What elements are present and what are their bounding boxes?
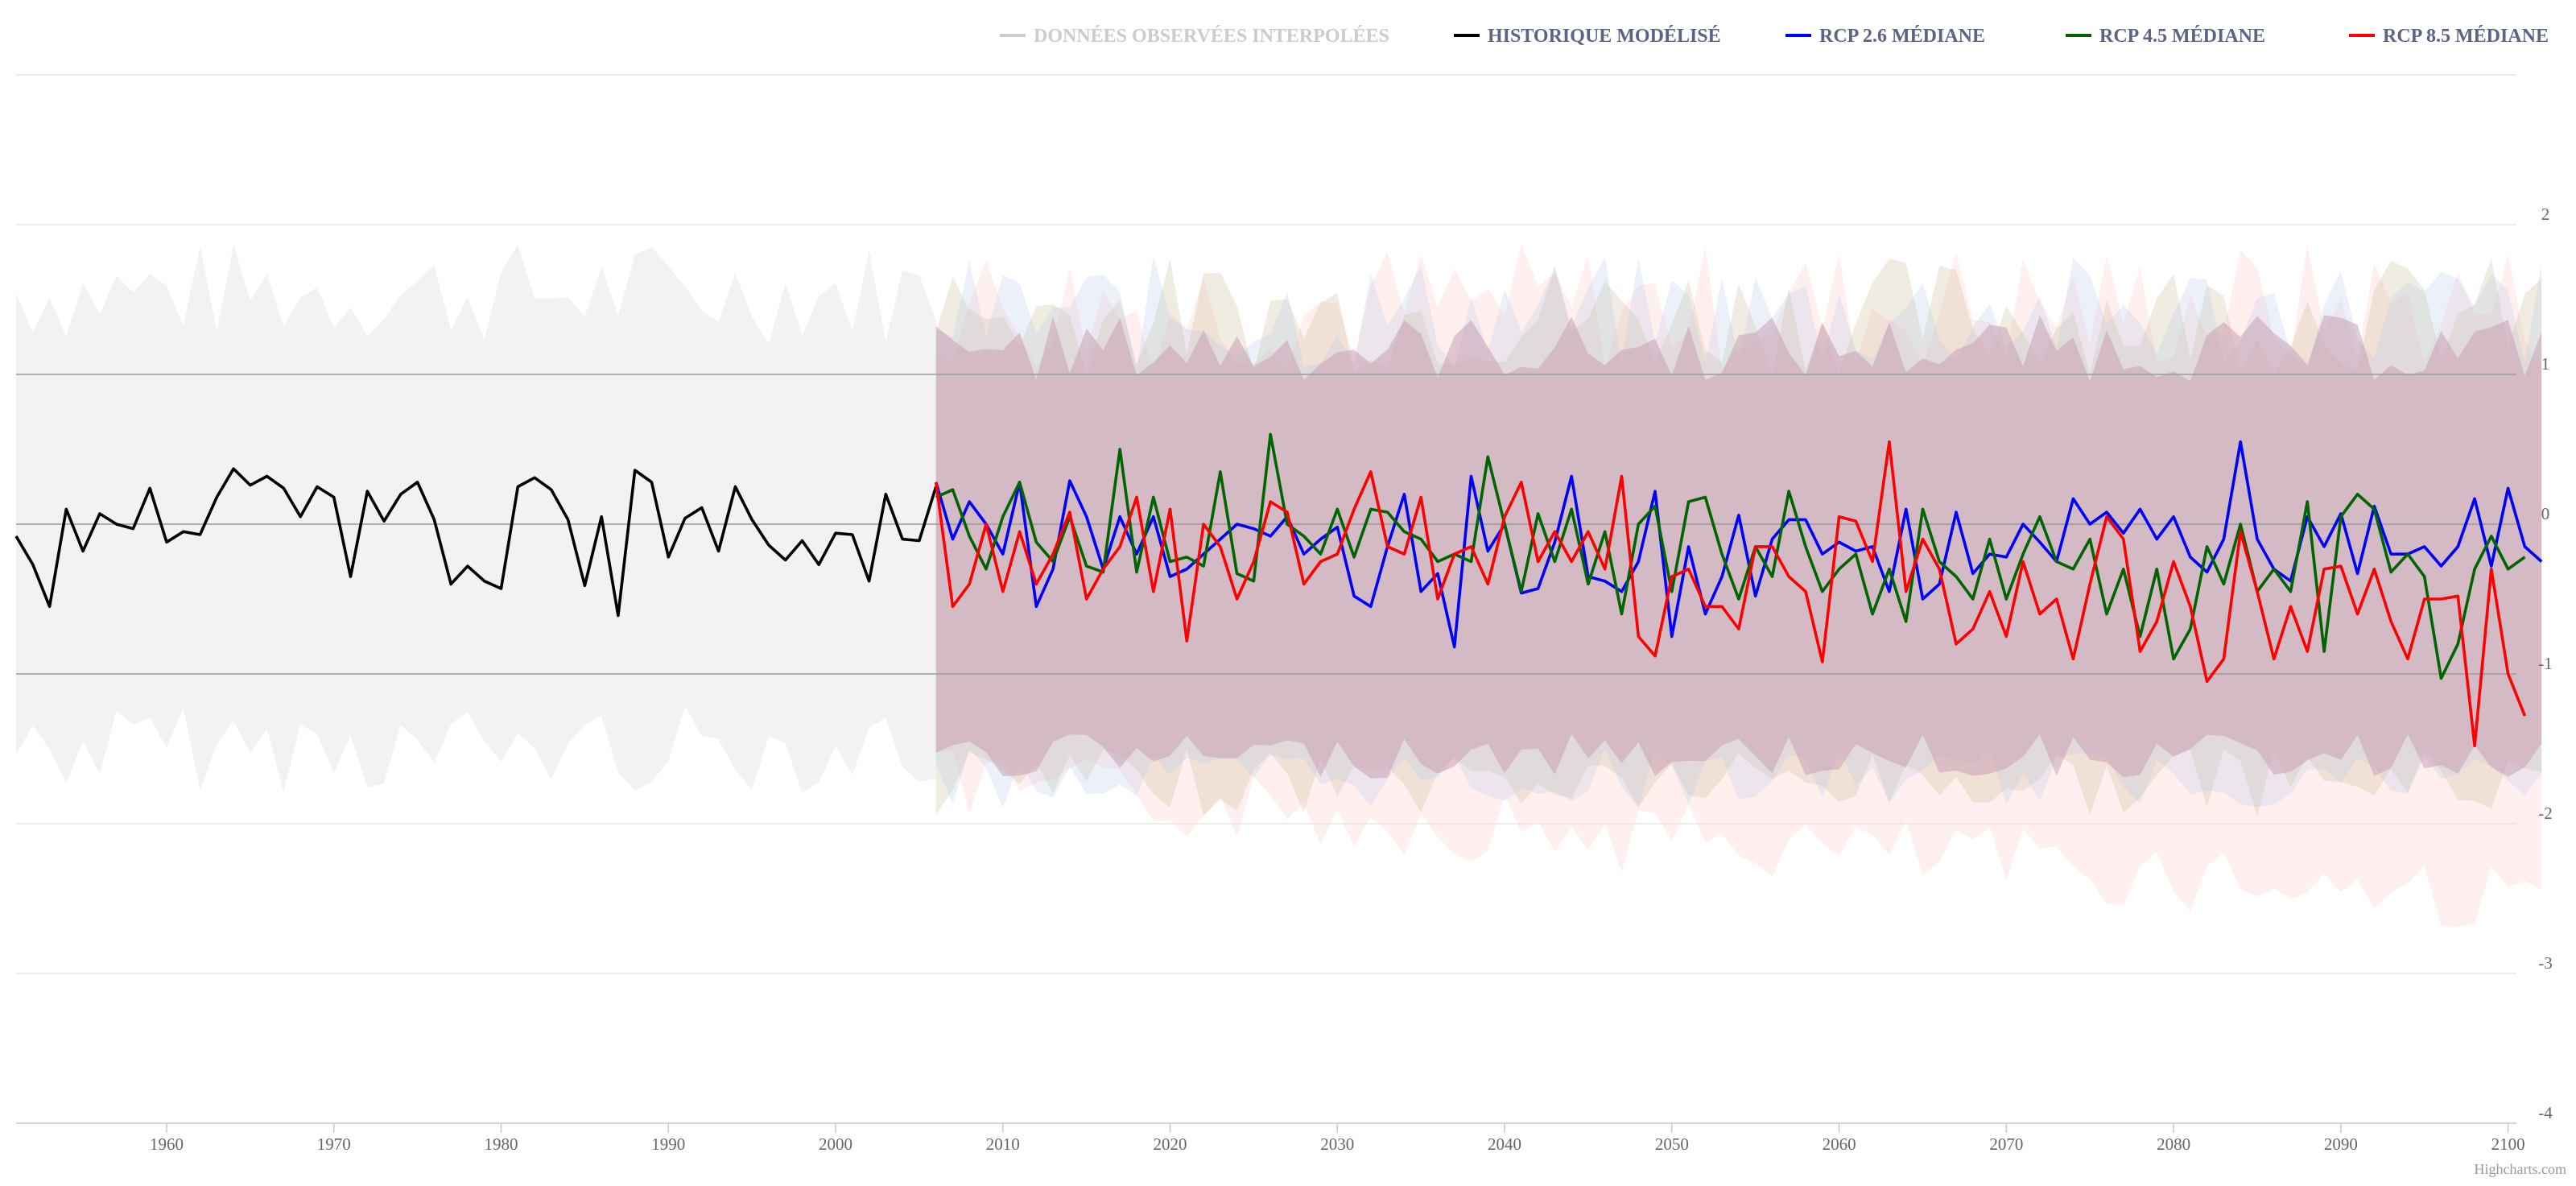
legend-label: DONNÉES OBSERVÉES INTERPOLÉES: [1034, 26, 1389, 47]
legend-item-0[interactable]: DONNÉES OBSERVÉES INTERPOLÉES: [1000, 26, 1389, 47]
series-line-0[interactable]: [14, 467, 938, 618]
y-tick-label: 2: [2541, 205, 2550, 224]
x-tick-label: 2060: [1823, 1134, 1856, 1154]
legend-item-3[interactable]: RCP 4.5 MÉDIANE: [2066, 26, 2265, 47]
x-tick-label: 1990: [651, 1134, 685, 1154]
x-tick-label: 2050: [1655, 1134, 1689, 1154]
rcp-core-band: [935, 315, 2542, 779]
legend-label: RCP 4.5 MÉDIANE: [2099, 26, 2265, 47]
x-tick-label: 1980: [485, 1134, 518, 1154]
series-line-2[interactable]: [935, 432, 2526, 680]
y-axis: 2 1 0 -1 -2 -3 -4: [2538, 205, 2553, 1122]
x-tick-label: 2020: [1154, 1134, 1187, 1154]
x-tick-label: 2090: [2324, 1134, 2358, 1154]
legend-label: HISTORIQUE MODÉLISÉ: [1488, 26, 1721, 47]
y-tick-label: -4: [2538, 1103, 2553, 1122]
historical-band: [16, 244, 936, 793]
uncertainty-bands: [16, 243, 2542, 928]
x-tick-label: 2080: [2157, 1134, 2190, 1154]
legend[interactable]: DONNÉES OBSERVÉES INTERPOLÉES HISTORIQUE …: [1000, 26, 2549, 47]
legend-label: RCP 8.5 MÉDIANE: [2383, 26, 2549, 47]
x-tick-label: 2070: [1989, 1134, 2023, 1154]
x-tick-label: 2030: [1320, 1134, 1354, 1154]
x-tick-label: 1960: [150, 1134, 184, 1154]
legend-label: RCP 2.6 MÉDIANE: [1819, 26, 1985, 47]
y-tick-label: 1: [2541, 354, 2550, 374]
x-tick-label: 2100: [2491, 1134, 2525, 1154]
series-lines: [14, 432, 2543, 748]
legend-item-1[interactable]: HISTORIQUE MODÉLISÉ: [1454, 26, 1721, 47]
legend-item-4[interactable]: RCP 8.5 MÉDIANE: [2349, 26, 2549, 47]
x-tick-label: 2010: [986, 1134, 1020, 1154]
y-tick-label: -2: [2538, 804, 2553, 823]
x-axis: 1960 1970 1980 1990 2000 2010 2020 2030 2040 2050…: [150, 1123, 2525, 1154]
series-line-3[interactable]: [934, 440, 2527, 748]
y-tick-label: -3: [2538, 953, 2553, 973]
x-tick-label: 2040: [1488, 1134, 1521, 1154]
y-tick-label: 0: [2541, 504, 2550, 523]
x-tick-label: 2000: [819, 1134, 852, 1154]
credits-text[interactable]: Highcharts.com: [2475, 1161, 2566, 1177]
x-tick-label: 1970: [317, 1134, 351, 1154]
legend-item-2[interactable]: RCP 2.6 MÉDIANE: [1785, 26, 1985, 47]
y-tick-label: -1: [2538, 654, 2553, 673]
gridlines: [16, 74, 2516, 1124]
